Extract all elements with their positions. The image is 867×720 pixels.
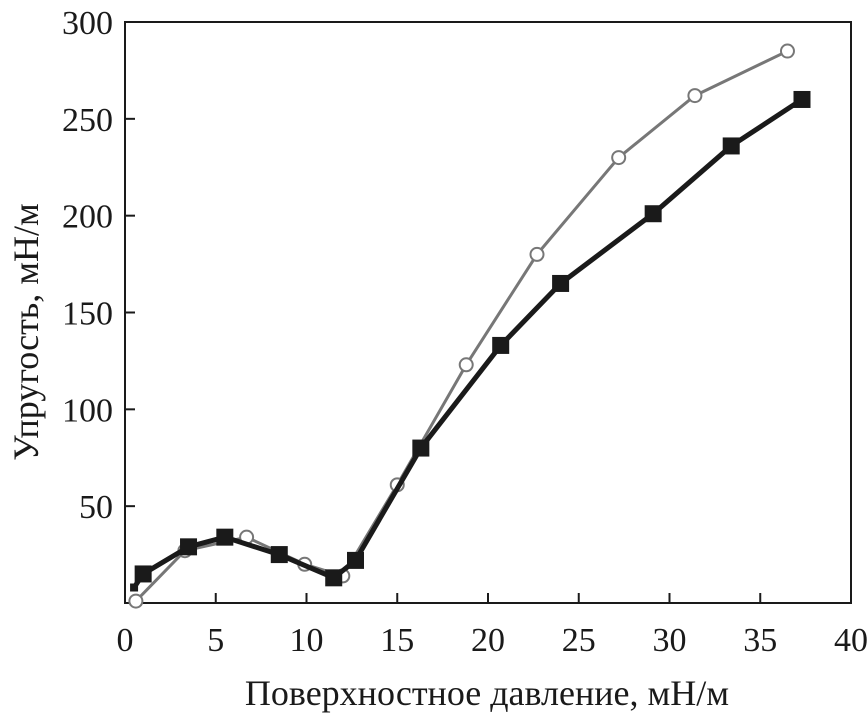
data-point-square <box>492 336 510 354</box>
x-tick-label: 0 <box>117 622 134 659</box>
x-tick-label: 20 <box>471 622 505 659</box>
data-point-circle <box>687 88 703 104</box>
data-point-square <box>793 90 811 108</box>
y-tick-label: 150 <box>62 296 113 333</box>
series-1 <box>130 90 811 592</box>
y-axis-label: Упругость, мН/м <box>6 203 46 461</box>
x-tick-label: 40 <box>834 622 867 659</box>
data-point-circle <box>611 150 627 166</box>
x-tick-label: 15 <box>380 622 414 659</box>
x-axis: 0 5 10 15 20 25 30 35 40 <box>117 593 867 659</box>
data-point-square <box>130 583 139 592</box>
data-point-square <box>270 546 288 564</box>
y-tick-label: 300 <box>62 5 113 42</box>
y-axis: 50 100 150 200 250 300 <box>62 5 135 526</box>
x-tick-label: 10 <box>290 622 324 659</box>
data-point-square <box>722 137 740 155</box>
series-2 <box>128 43 795 609</box>
data-point-circle <box>458 357 474 373</box>
plot-area <box>124 21 852 604</box>
series-2-line <box>134 49 789 603</box>
x-axis-label: Поверхностное давление, мН/м <box>245 673 729 713</box>
data-point-circle <box>128 593 144 609</box>
data-point-square <box>216 528 234 546</box>
y-tick-label: 50 <box>79 489 113 526</box>
data-point-square <box>412 439 430 457</box>
data-point-square <box>325 569 343 587</box>
x-tick-label: 30 <box>653 622 687 659</box>
series-1-line <box>131 97 804 589</box>
data-point-circle <box>779 43 795 59</box>
data-point-square <box>644 205 662 223</box>
y-tick-label: 100 <box>62 392 113 429</box>
data-point-square <box>347 551 365 569</box>
data-point-circle <box>529 246 545 262</box>
x-tick-label: 35 <box>743 622 777 659</box>
plot-border <box>124 21 852 604</box>
x-tick-label: 25 <box>562 622 596 659</box>
data-point-square <box>552 274 570 292</box>
series-layer <box>128 43 811 609</box>
y-tick-label: 250 <box>62 102 113 139</box>
y-tick-label: 200 <box>62 199 113 236</box>
x-tick-label: 5 <box>207 622 224 659</box>
data-point-square <box>134 565 152 583</box>
data-point-square <box>180 538 198 556</box>
